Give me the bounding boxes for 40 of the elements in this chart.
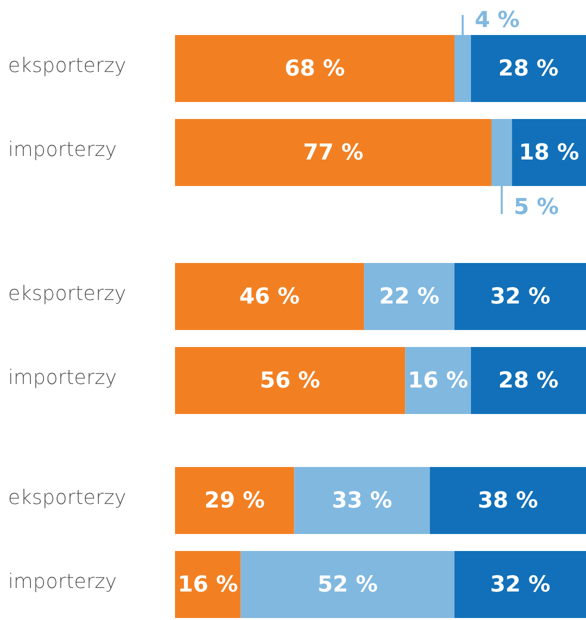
bar xyxy=(454,263,586,330)
y-tick-label: eksporterzy xyxy=(8,280,126,305)
data-label: 38 % xyxy=(478,488,538,514)
data-label: 32 % xyxy=(490,572,550,598)
data-label: 33 % xyxy=(332,488,392,514)
bar xyxy=(175,263,364,330)
y-tick-label: importerzy xyxy=(8,136,117,161)
bar xyxy=(294,467,430,534)
y-tick-label: importerzy xyxy=(8,568,117,593)
data-label: 77 % xyxy=(303,140,364,166)
bar xyxy=(512,119,586,186)
data-label: 16 % xyxy=(178,572,238,598)
bar xyxy=(175,551,241,618)
bar xyxy=(175,347,406,414)
bar xyxy=(470,347,586,414)
data-label: 46 % xyxy=(239,284,300,310)
bar xyxy=(175,119,492,186)
bar xyxy=(364,263,454,330)
bar xyxy=(470,35,586,102)
y-tick-label: eksporterzy xyxy=(8,52,126,77)
y-tick-label: importerzy xyxy=(8,364,117,389)
data-label: 56 % xyxy=(260,368,320,394)
bar xyxy=(175,467,294,534)
data-label: 29 % xyxy=(204,488,265,514)
data-label: 52 % xyxy=(317,572,378,598)
bar xyxy=(175,35,454,102)
data-label: 32 % xyxy=(490,284,550,310)
data-label: 18 % xyxy=(518,140,580,166)
bar xyxy=(240,551,454,618)
data-label: 28 % xyxy=(498,368,559,394)
bar xyxy=(430,467,586,534)
data-label: 22 % xyxy=(379,284,440,310)
data-label: 68 % xyxy=(284,56,345,82)
data-label: 4 % xyxy=(474,8,520,34)
data-label: 5 % xyxy=(514,195,559,220)
data-label: 16 % xyxy=(408,368,468,394)
data-label: 28 % xyxy=(498,56,559,82)
bar xyxy=(405,347,471,414)
y-tick-label: eksporterzy xyxy=(8,484,126,509)
bar xyxy=(454,551,586,618)
